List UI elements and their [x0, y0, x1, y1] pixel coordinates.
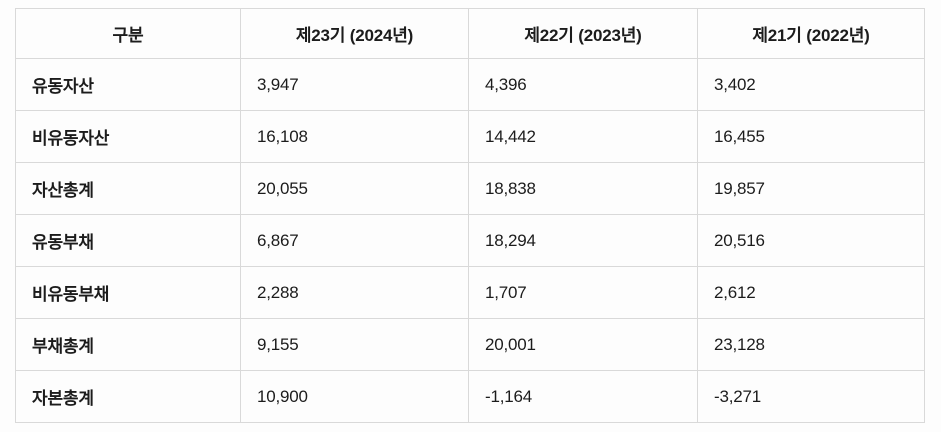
- table-row-current-liabilities: 유동부채 6,867 18,294 20,516: [15, 214, 925, 267]
- cell-value: 9,155: [240, 318, 469, 371]
- table-row-total-liabilities: 부채총계 9,155 20,001 23,128: [15, 318, 925, 371]
- row-label: 비유동부채: [15, 266, 241, 319]
- cell-value: 1,707: [468, 266, 698, 319]
- cell-value: 4,396: [468, 58, 698, 111]
- row-label: 자산총계: [15, 162, 241, 215]
- row-label: 부채총계: [15, 318, 241, 371]
- cell-value: 16,455: [697, 110, 925, 163]
- table-row-noncurrent-assets: 비유동자산 16,108 14,442 16,455: [15, 110, 925, 163]
- table-row-current-assets: 유동자산 3,947 4,396 3,402: [15, 58, 925, 111]
- financial-statement-table: 구분 제23기 (2024년) 제22기 (2023년) 제21기 (2022년…: [15, 8, 925, 423]
- table-row-total-assets: 자산총계 20,055 18,838 19,857: [15, 162, 925, 215]
- cell-value: -3,271: [697, 370, 925, 423]
- table-header-row: 구분 제23기 (2024년) 제22기 (2023년) 제21기 (2022년…: [15, 8, 925, 59]
- cell-value: 20,516: [697, 214, 925, 267]
- col-header-period-23: 제23기 (2024년): [240, 8, 469, 59]
- table-row-total-equity: 자본총계 10,900 -1,164 -3,271: [15, 370, 925, 423]
- cell-value: 18,838: [468, 162, 698, 215]
- cell-value: 14,442: [468, 110, 698, 163]
- cell-value: 6,867: [240, 214, 469, 267]
- row-label: 유동부채: [15, 214, 241, 267]
- cell-value: 19,857: [697, 162, 925, 215]
- row-label: 비유동자산: [15, 110, 241, 163]
- col-header-period-22: 제22기 (2023년): [468, 8, 698, 59]
- cell-value: 3,402: [697, 58, 925, 111]
- financial-statement-table-container: 구분 제23기 (2024년) 제22기 (2023년) 제21기 (2022년…: [15, 8, 925, 423]
- row-label: 유동자산: [15, 58, 241, 111]
- cell-value: 23,128: [697, 318, 925, 371]
- cell-value: 20,055: [240, 162, 469, 215]
- table-row-noncurrent-liabilities: 비유동부채 2,288 1,707 2,612: [15, 266, 925, 319]
- col-header-category: 구분: [15, 8, 241, 59]
- cell-value: -1,164: [468, 370, 698, 423]
- cell-value: 2,288: [240, 266, 469, 319]
- col-header-period-21: 제21기 (2022년): [697, 8, 925, 59]
- cell-value: 3,947: [240, 58, 469, 111]
- cell-value: 2,612: [697, 266, 925, 319]
- row-label: 자본총계: [15, 370, 241, 423]
- cell-value: 10,900: [240, 370, 469, 423]
- cell-value: 20,001: [468, 318, 698, 371]
- cell-value: 16,108: [240, 110, 469, 163]
- cell-value: 18,294: [468, 214, 698, 267]
